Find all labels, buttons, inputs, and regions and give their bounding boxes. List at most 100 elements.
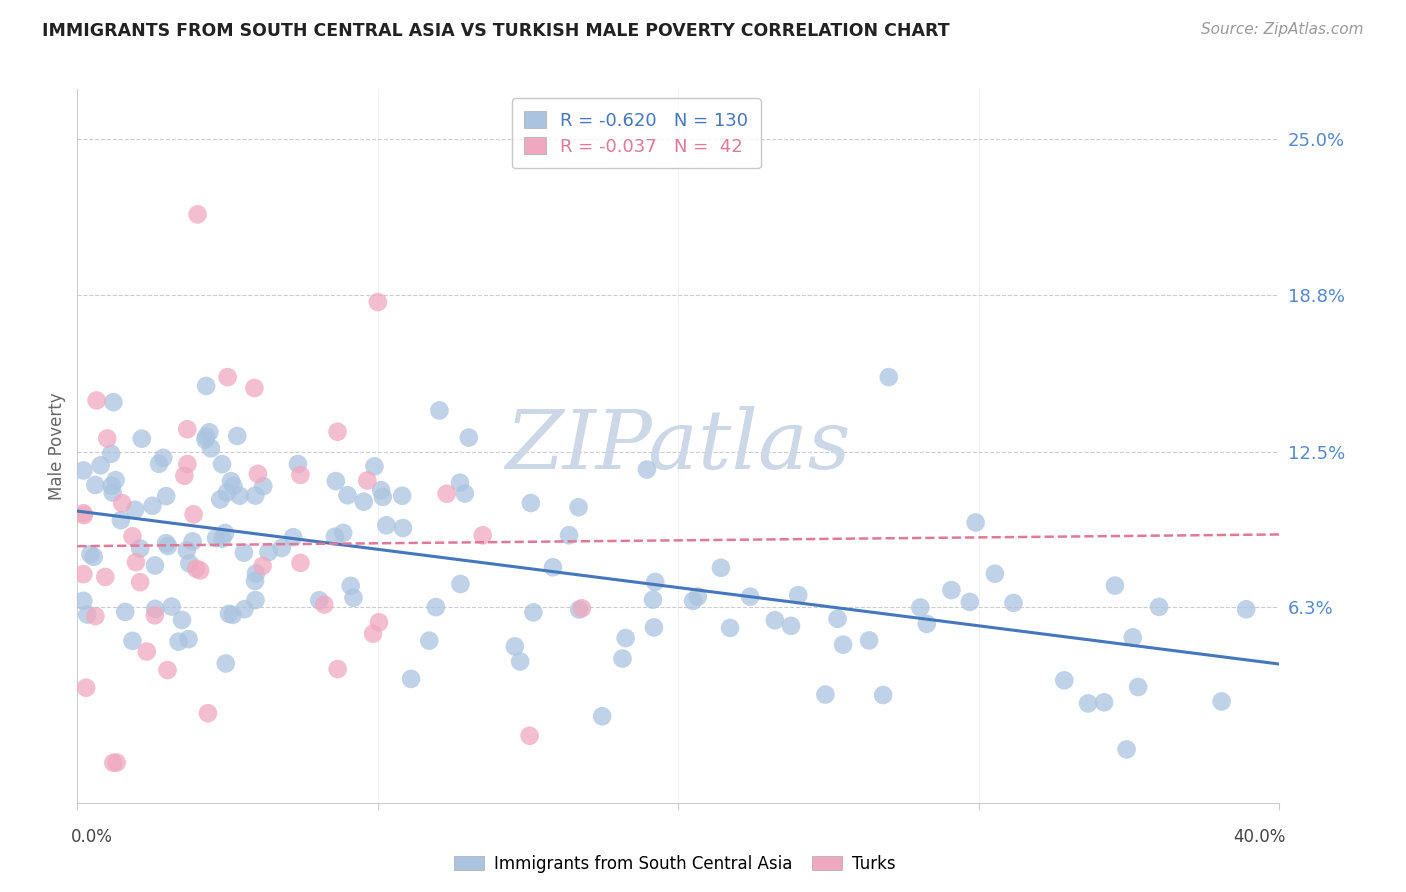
Point: [1002, 596, 1025, 610]
Point: [371, 490, 394, 504]
Point: [471, 528, 494, 542]
Point: [287, 457, 309, 471]
Point: [90, 458, 112, 473]
Point: [308, 593, 330, 607]
Point: [1122, 631, 1144, 645]
Point: [877, 370, 900, 384]
Point: [215, 657, 238, 671]
Point: [1147, 599, 1170, 614]
Point: [636, 462, 658, 476]
Legend: Immigrants from South Central Asia, Turks: Immigrants from South Central Asia, Turk…: [447, 848, 903, 880]
Point: [176, 422, 198, 436]
Point: [105, 756, 128, 770]
Point: [156, 539, 179, 553]
Point: [1104, 578, 1126, 592]
Point: [356, 474, 378, 488]
Point: [568, 500, 591, 515]
Text: 40.0%: 40.0%: [1233, 828, 1285, 846]
Point: [368, 615, 391, 630]
Point: [200, 442, 222, 456]
Point: [114, 605, 136, 619]
Point: [86, 393, 108, 408]
Point: [222, 479, 245, 493]
Point: [176, 457, 198, 471]
Point: [155, 489, 177, 503]
Point: [211, 532, 233, 546]
Point: [194, 433, 217, 447]
Point: [290, 556, 312, 570]
Point: [283, 530, 305, 544]
Point: [399, 672, 422, 686]
Point: [436, 486, 458, 500]
Point: [740, 590, 762, 604]
Point: [568, 602, 591, 616]
Point: [76, 607, 98, 622]
Point: [173, 468, 195, 483]
Point: [125, 555, 148, 569]
Point: [181, 534, 204, 549]
Point: [152, 450, 174, 465]
Point: [710, 561, 733, 575]
Point: [370, 483, 392, 497]
Point: [1077, 697, 1099, 711]
Point: [198, 425, 221, 440]
Point: [103, 395, 125, 409]
Point: [290, 467, 312, 482]
Point: [375, 518, 398, 533]
Point: [915, 616, 938, 631]
Point: [228, 489, 250, 503]
Point: [143, 558, 166, 573]
Point: [232, 546, 254, 560]
Point: [522, 605, 544, 619]
Point: [910, 600, 932, 615]
Point: [72, 463, 94, 477]
Point: [336, 488, 359, 502]
Point: [124, 502, 146, 516]
Point: [858, 633, 880, 648]
Point: [326, 662, 349, 676]
Point: [141, 499, 163, 513]
Point: [571, 601, 593, 615]
Point: [219, 474, 242, 488]
Point: [270, 541, 292, 555]
Point: [814, 688, 837, 702]
Point: [73, 508, 96, 523]
Point: [614, 631, 637, 645]
Point: [100, 447, 122, 461]
Point: [984, 566, 1007, 581]
Y-axis label: Male Poverty: Male Poverty: [48, 392, 66, 500]
Point: [872, 688, 894, 702]
Text: 0.0%: 0.0%: [72, 828, 114, 846]
Point: [179, 557, 201, 571]
Point: [314, 598, 336, 612]
Point: [83, 549, 105, 564]
Text: IMMIGRANTS FROM SOUTH CENTRAL ASIA VS TURKISH MALE POVERTY CORRELATION CHART: IMMIGRANTS FROM SOUTH CENTRAL ASIA VS TU…: [42, 22, 950, 40]
Point: [143, 608, 166, 623]
Point: [214, 526, 236, 541]
Text: Source: ZipAtlas.com: Source: ZipAtlas.com: [1201, 22, 1364, 37]
Point: [170, 613, 193, 627]
Point: [217, 370, 239, 384]
Point: [167, 634, 190, 648]
Point: [245, 489, 267, 503]
Point: [160, 599, 183, 614]
Point: [780, 619, 803, 633]
Point: [72, 506, 94, 520]
Point: [941, 583, 963, 598]
Point: [195, 429, 218, 443]
Point: [425, 600, 447, 615]
Point: [1115, 742, 1137, 756]
Text: ZIPatlas: ZIPatlas: [506, 406, 851, 486]
Point: [218, 607, 240, 621]
Point: [1211, 694, 1233, 708]
Point: [205, 531, 228, 545]
Point: [75, 681, 97, 695]
Point: [326, 425, 349, 439]
Point: [183, 508, 205, 522]
Point: [110, 513, 132, 527]
Point: [418, 633, 440, 648]
Point: [520, 496, 543, 510]
Point: [641, 592, 664, 607]
Point: [591, 709, 613, 723]
Point: [197, 706, 219, 721]
